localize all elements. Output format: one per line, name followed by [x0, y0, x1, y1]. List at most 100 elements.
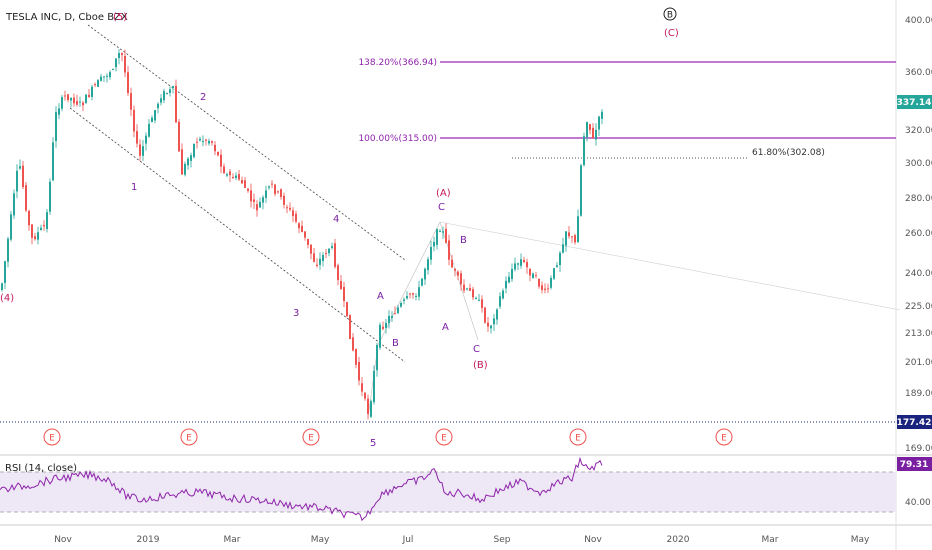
candle-body [19, 166, 21, 169]
price-tick-360.00: 360.00 [905, 68, 932, 78]
candle-body [250, 190, 252, 202]
earnings-marker-label: E [441, 434, 447, 444]
rsi-title: RSI (14, close) [5, 463, 77, 474]
time-tick-nov: Nov [584, 535, 602, 545]
earnings-marker-icon[interactable] [435, 428, 453, 446]
candle-body [172, 86, 174, 89]
candle-body [166, 93, 168, 95]
wave-label-a2: A [442, 322, 449, 333]
candle-body [343, 286, 345, 302]
price-tick-201.00: 201.00 [905, 358, 932, 368]
candle-body [424, 268, 426, 280]
candle-body [529, 268, 531, 276]
candle-body [370, 401, 372, 417]
candle-body [580, 165, 582, 216]
time-tick-nov: Nov [54, 535, 72, 545]
candle-body [496, 309, 498, 320]
candle-body [598, 116, 600, 130]
candle-body [466, 288, 468, 290]
candle-body [253, 199, 255, 203]
candle-body [415, 295, 417, 297]
wave-label-c2: C [473, 344, 480, 355]
fib-138-label: 138.20%(366.94) [358, 58, 437, 68]
rsi-band [0, 472, 896, 512]
wave-label-b2: B [460, 235, 467, 246]
candle-body [55, 112, 57, 142]
price-tick-189.00: 189.00 [905, 389, 932, 399]
candle-body [532, 273, 534, 279]
candle-body [379, 324, 381, 348]
candle-body [259, 201, 261, 208]
candle-body [514, 263, 516, 270]
candle-body [469, 287, 471, 291]
candle-body [289, 207, 291, 210]
candle-body [82, 102, 84, 106]
candle-body [97, 80, 99, 87]
candle-body [505, 280, 507, 289]
candle-body [445, 228, 447, 243]
candle-body [280, 189, 282, 197]
candle-body [352, 337, 354, 351]
candles [1, 49, 603, 420]
candle-body [268, 186, 270, 188]
price-tick-400.00: 400.00 [905, 16, 932, 26]
candle-body [460, 273, 462, 285]
candle-body [358, 361, 360, 381]
candle-body [139, 144, 141, 156]
candle-body [565, 231, 567, 246]
candle-body [178, 121, 180, 152]
candle-body [13, 193, 15, 216]
candle-body [568, 232, 570, 237]
earnings-marker-icon[interactable] [569, 428, 587, 446]
candle-body [67, 94, 69, 100]
candle-body [325, 253, 327, 255]
candle-body [391, 315, 393, 318]
candle-body [262, 197, 264, 203]
candle-body [361, 383, 363, 392]
earnings-marker-icon[interactable] [180, 428, 198, 446]
circle-b-icon [663, 7, 677, 21]
candle-body [34, 236, 36, 240]
candle-body [316, 264, 318, 267]
candle-body [430, 247, 432, 260]
candle-body [94, 84, 96, 86]
candle-body [106, 75, 108, 77]
price-tick-225.00: 225.00 [905, 302, 932, 312]
price-tick-300.00: 300.00 [905, 159, 932, 169]
candle-body [130, 93, 132, 110]
candle-body [217, 151, 219, 156]
candle-body [223, 166, 225, 174]
rsi-value-badge [897, 457, 932, 471]
candle-body [7, 238, 9, 262]
candle-body [550, 277, 552, 288]
wave-label-1: 1 [131, 182, 137, 193]
candle-body [214, 144, 216, 152]
candle-body [295, 213, 297, 222]
earnings-marker-icon[interactable] [43, 428, 61, 446]
earnings-marker-icon[interactable] [715, 428, 733, 446]
candle-body [46, 212, 48, 230]
fib-618-label: 61.80%(302.08) [752, 148, 825, 158]
candle-body [142, 146, 144, 156]
candle-body [586, 122, 588, 138]
candle-body [148, 123, 150, 137]
wave-label-2: 2 [200, 92, 206, 103]
candle-body [64, 95, 66, 97]
candle-body [226, 174, 228, 176]
candle-body [88, 94, 90, 97]
candle-body [337, 265, 339, 281]
candle-body [133, 109, 135, 132]
candle-body [364, 392, 366, 399]
candle-body [493, 318, 495, 325]
candle-body [208, 140, 210, 144]
channel-upper-line [87, 24, 406, 261]
price-axis: 169.00 189.00 201.00 213.00 225.00 240.00 260.… [905, 16, 932, 454]
candle-body [547, 288, 549, 290]
candle-body [322, 254, 324, 261]
earnings-marker-icon[interactable] [302, 428, 320, 446]
price-tick-260.00: 260.00 [905, 229, 932, 239]
candle-body [196, 141, 198, 143]
candle-body [439, 230, 441, 232]
candle-body [385, 322, 387, 328]
